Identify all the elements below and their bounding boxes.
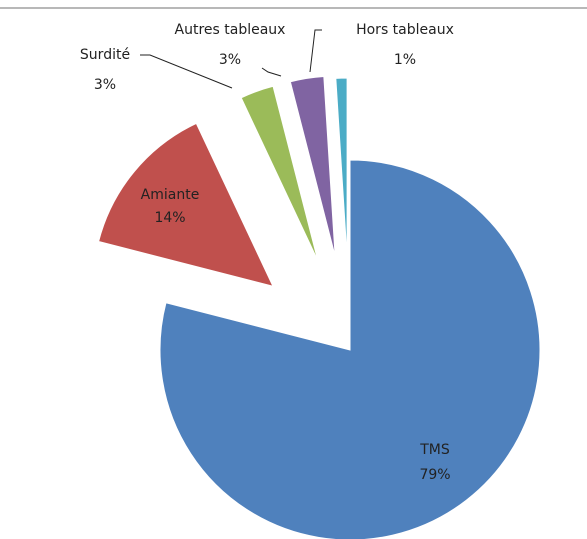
pie-slice: [240, 85, 319, 261]
pie-slice: [97, 122, 274, 288]
slice-value-label: 1%: [394, 52, 416, 68]
slice-value-label: 79%: [419, 467, 450, 483]
slice-label: Surdité: [80, 47, 130, 63]
slice-label: Amiante: [141, 187, 200, 203]
leader-line: [261, 67, 282, 77]
leader-line: [140, 54, 233, 89]
slice-label: Autres tableaux: [175, 22, 286, 38]
pie-slice: [335, 77, 348, 259]
slice-label: Hors tableaux: [356, 22, 454, 38]
pie-slice: [289, 75, 336, 257]
slice-label: TMS: [419, 442, 450, 458]
slice-value-label: 3%: [219, 52, 241, 68]
pie-slice: [159, 159, 541, 539]
slice-value-label: 3%: [94, 77, 116, 93]
leader-line: [309, 29, 322, 73]
slice-value-label: 14%: [154, 210, 185, 226]
